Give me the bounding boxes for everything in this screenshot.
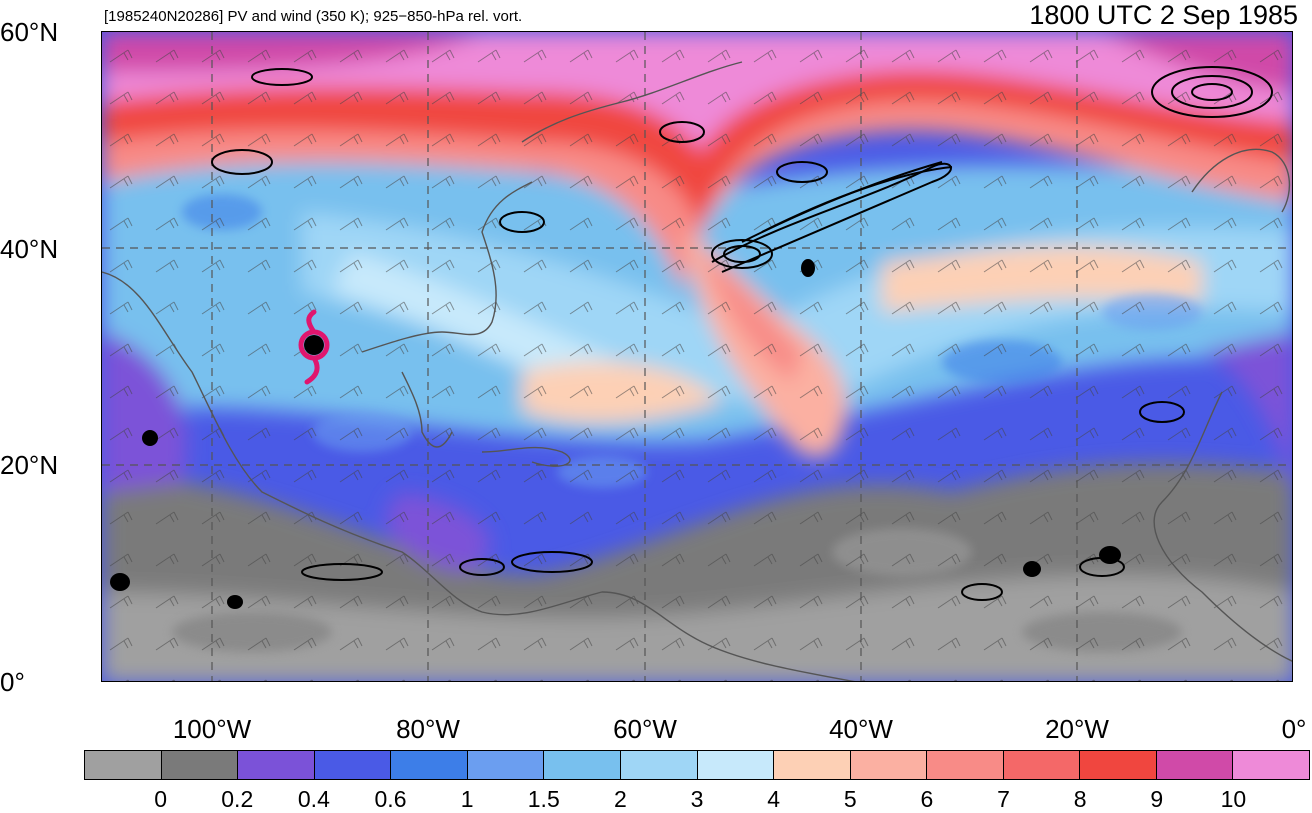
wind-barbs xyxy=(102,32,1292,681)
vorticity-contours xyxy=(211,66,1273,601)
colorbar-swatch xyxy=(238,751,315,779)
valid-time-title: 1800 UTC 2 Sep 1985 xyxy=(1029,0,1298,30)
lat-label-0: 0° xyxy=(0,667,25,697)
colorbar-swatch xyxy=(850,751,928,779)
lon-label-100w: 100°W xyxy=(172,714,252,744)
colorbar-tick-label: 8 xyxy=(1073,786,1087,812)
map-subtitle: [1985240N20286] PV and wind (350 K); 925… xyxy=(104,8,523,25)
colorbar-tick-label: 3 xyxy=(690,786,704,812)
colorbar-swatch xyxy=(467,751,545,779)
lat-label-40n: 40°N xyxy=(0,234,59,264)
colorbar-swatch xyxy=(774,751,851,779)
colorbar-swatch xyxy=(391,751,468,779)
colorbar-tick-label: 2 xyxy=(613,786,627,812)
colorbar-swatch xyxy=(544,751,621,779)
colorbar-swatch xyxy=(1156,751,1234,779)
colorbar-swatch xyxy=(620,751,698,779)
colorbar-tick-label: 7 xyxy=(997,786,1010,812)
colorbar-swatch xyxy=(1080,751,1157,779)
pv-colorbar xyxy=(84,750,1310,780)
colorbar-tick-label: 1 xyxy=(460,786,474,812)
lat-label-60n: 60°N xyxy=(0,17,59,47)
colorbar-tick-label: 10 xyxy=(1220,786,1247,812)
colorbar-swatch xyxy=(697,751,775,779)
colorbar-tick-label: 5 xyxy=(843,786,857,812)
colorbar-swatch xyxy=(161,751,239,779)
colorbar-swatch xyxy=(85,751,162,779)
colorbar-swatch xyxy=(314,751,392,779)
lat-label-20n: 20°N xyxy=(0,450,59,480)
lon-label-80w: 80°W xyxy=(396,714,460,744)
colorbar-swatch xyxy=(927,751,1004,779)
coastlines xyxy=(102,61,1292,681)
colorbar-swatch xyxy=(1003,751,1081,779)
colorbar-tick-label: 9 xyxy=(1150,786,1164,812)
colorbar-tick-label: 0.4 xyxy=(297,786,330,812)
vorticity-maxima xyxy=(110,259,1121,609)
graticule xyxy=(102,32,1292,681)
colorbar-tick-label: 0.6 xyxy=(374,786,407,812)
colorbar-tick-label: 0.2 xyxy=(221,786,254,812)
hurricane-symbol xyxy=(298,309,330,385)
lon-label-0: 0° xyxy=(1281,714,1307,744)
map-canvas xyxy=(102,32,1292,681)
colorbar-tick-label: 1.5 xyxy=(527,786,560,812)
colorbar-tick-label: 6 xyxy=(920,786,934,812)
lon-label-20w: 20°W xyxy=(1045,714,1109,744)
lon-label-60w: 60°W xyxy=(613,714,677,744)
colorbar-tick-label: 0 xyxy=(154,786,168,812)
colorbar-tick-label: 4 xyxy=(767,786,781,812)
lon-label-40w: 40°W xyxy=(829,714,893,744)
colorbar-swatch xyxy=(1233,751,1309,779)
pv-wind-map xyxy=(101,31,1293,682)
